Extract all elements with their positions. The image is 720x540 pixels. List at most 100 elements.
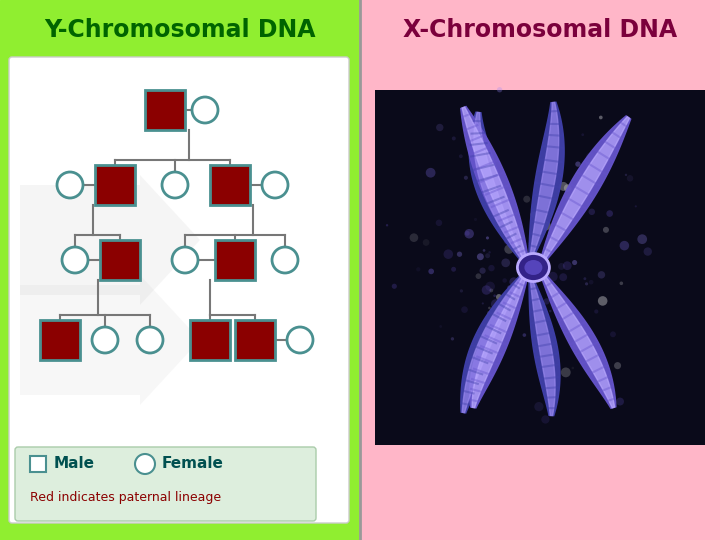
Circle shape	[486, 330, 496, 340]
Bar	[0, 0, 360, 540]
Circle shape	[586, 161, 595, 170]
Circle shape	[512, 323, 514, 326]
Circle shape	[545, 240, 552, 247]
Circle shape	[509, 278, 518, 287]
Ellipse shape	[518, 253, 549, 281]
Circle shape	[465, 231, 469, 236]
Circle shape	[559, 273, 567, 281]
Circle shape	[599, 116, 603, 119]
Polygon shape	[530, 103, 559, 256]
Circle shape	[572, 343, 580, 350]
Circle shape	[487, 311, 491, 315]
Circle shape	[436, 220, 442, 226]
Circle shape	[464, 229, 474, 239]
Circle shape	[572, 367, 574, 369]
Circle shape	[497, 87, 503, 92]
Polygon shape	[462, 277, 523, 413]
Circle shape	[563, 261, 572, 270]
Circle shape	[531, 212, 536, 218]
FancyBboxPatch shape	[9, 57, 349, 523]
Polygon shape	[462, 107, 527, 260]
Circle shape	[135, 454, 155, 474]
Circle shape	[610, 332, 616, 338]
Circle shape	[485, 253, 490, 258]
Bar	[190, 320, 230, 360]
Circle shape	[460, 289, 463, 293]
Circle shape	[546, 265, 548, 268]
Polygon shape	[461, 106, 528, 261]
Bar	[210, 165, 250, 205]
Circle shape	[644, 247, 652, 256]
Circle shape	[531, 294, 536, 300]
Polygon shape	[469, 274, 528, 408]
Circle shape	[625, 174, 627, 176]
Circle shape	[616, 397, 624, 406]
Text: X-Chromosomal DNA: X-Chromosomal DNA	[403, 18, 677, 42]
Circle shape	[436, 124, 444, 131]
Circle shape	[620, 241, 629, 251]
Circle shape	[464, 176, 468, 180]
Polygon shape	[469, 112, 523, 259]
Polygon shape	[472, 275, 526, 408]
Circle shape	[488, 265, 495, 271]
Circle shape	[482, 285, 491, 295]
Ellipse shape	[524, 260, 542, 275]
Circle shape	[498, 188, 503, 193]
Circle shape	[392, 284, 397, 289]
Circle shape	[410, 233, 418, 242]
Circle shape	[585, 282, 588, 286]
Circle shape	[262, 172, 288, 198]
Polygon shape	[529, 279, 560, 416]
Circle shape	[523, 195, 530, 202]
Circle shape	[503, 191, 508, 195]
Circle shape	[544, 298, 549, 305]
Circle shape	[637, 234, 647, 244]
Circle shape	[540, 349, 548, 356]
Circle shape	[598, 271, 606, 279]
Circle shape	[192, 97, 218, 123]
Bar	[95, 165, 135, 205]
Circle shape	[534, 230, 539, 235]
Circle shape	[541, 224, 547, 230]
Circle shape	[619, 281, 623, 285]
FancyArrow shape	[20, 175, 200, 305]
Circle shape	[488, 251, 491, 254]
Bar	[215, 240, 255, 280]
Circle shape	[523, 333, 526, 337]
Circle shape	[534, 402, 544, 411]
Circle shape	[459, 154, 463, 158]
Circle shape	[575, 161, 580, 167]
Circle shape	[451, 337, 454, 341]
Circle shape	[486, 237, 489, 239]
Circle shape	[504, 211, 509, 215]
Circle shape	[493, 323, 501, 330]
Bar	[100, 240, 140, 280]
Bar	[145, 90, 185, 130]
Circle shape	[475, 273, 481, 279]
Circle shape	[477, 253, 484, 260]
Circle shape	[559, 182, 568, 191]
Circle shape	[451, 137, 456, 140]
Circle shape	[542, 191, 546, 194]
Circle shape	[572, 260, 577, 265]
Text: Female: Female	[162, 456, 224, 471]
Circle shape	[606, 210, 613, 217]
Polygon shape	[461, 276, 523, 413]
Circle shape	[480, 267, 486, 274]
Circle shape	[92, 327, 118, 353]
Circle shape	[627, 175, 634, 181]
Circle shape	[508, 285, 512, 290]
Bar	[30, 456, 46, 472]
Circle shape	[428, 268, 434, 274]
Circle shape	[491, 299, 501, 309]
Circle shape	[564, 201, 572, 210]
Polygon shape	[542, 275, 615, 408]
Circle shape	[540, 184, 547, 190]
Circle shape	[588, 208, 595, 215]
Circle shape	[423, 239, 429, 246]
Circle shape	[497, 302, 500, 306]
Circle shape	[416, 267, 420, 272]
Circle shape	[503, 278, 507, 283]
Circle shape	[561, 367, 571, 377]
FancyArrow shape	[20, 275, 200, 405]
